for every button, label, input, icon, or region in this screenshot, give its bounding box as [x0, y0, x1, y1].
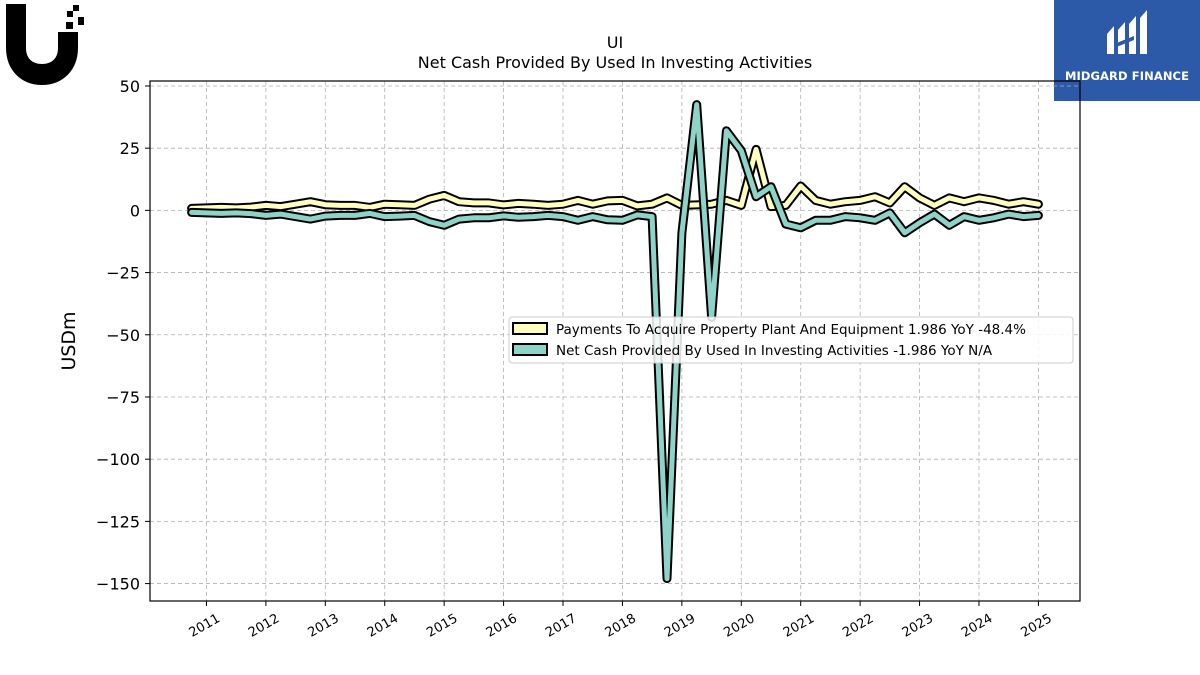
x-tick-label: 2021 [781, 611, 817, 641]
y-tick-label: 25 [120, 139, 140, 158]
y-tick-label: −75 [106, 388, 140, 407]
y-tick-label: −150 [96, 575, 140, 594]
y-tick-label: 50 [120, 77, 140, 96]
midgard-finance-brand-text: MIDGARD FINANCE [1064, 69, 1190, 83]
x-tick-label: 2024 [959, 611, 995, 641]
legend: Payments To Acquire Property Plant And E… [508, 316, 1074, 364]
y-tick-label: −25 [106, 264, 140, 283]
midgard-finance-logo-icon [1107, 10, 1147, 54]
y-axis-label: USDm [58, 311, 80, 370]
chart-title: UI [607, 33, 623, 52]
legend-label-0: Payments To Acquire Property Plant And E… [556, 322, 1026, 338]
x-tick-label: 2020 [721, 611, 757, 641]
legend-box [508, 316, 1074, 364]
y-tick-label: −125 [96, 512, 140, 531]
x-tick-label: 2013 [305, 611, 341, 641]
x-tick-label: 2017 [543, 611, 579, 641]
legend-swatch-1 [512, 343, 548, 356]
series-1-line [189, 102, 1041, 582]
y-axis: 50 25 0 −25 −50 −75 −100 −125 −150 [96, 77, 150, 594]
x-tick-label: 2011 [187, 611, 223, 641]
y-tick-label: −50 [106, 326, 140, 345]
y-tick-label: −100 [96, 450, 140, 469]
x-tick-label: 2014 [365, 611, 401, 641]
series-0-line [189, 146, 1041, 211]
x-tick-label: 2016 [484, 611, 520, 641]
series-layer [187, 100, 1043, 584]
x-tick-label: 2022 [840, 611, 876, 641]
x-tick-label: 2025 [1019, 611, 1055, 641]
plot-frame [149, 80, 1081, 602]
x-tick-label: 2018 [603, 611, 639, 641]
x-tick-label: 2015 [424, 611, 460, 641]
x-tick-label: 2023 [900, 611, 936, 641]
midgard-finance-logo: MIDGARD FINANCE [1054, 0, 1200, 101]
chart-subtitle: Net Cash Provided By Used In Investing A… [418, 53, 812, 72]
y-tick-label: 0 [130, 201, 140, 220]
ubiquiti-u-logo-icon [0, 0, 90, 90]
x-tick-label: 2019 [662, 611, 698, 641]
x-tick-label: 2012 [246, 611, 282, 641]
legend-label-1: Net Cash Provided By Used In Investing A… [556, 343, 993, 359]
legend-swatch-0 [512, 322, 548, 335]
x-axis: 2011 2012 2013 2014 2015 2016 2017 2018 2019 2020… [187, 601, 1055, 641]
